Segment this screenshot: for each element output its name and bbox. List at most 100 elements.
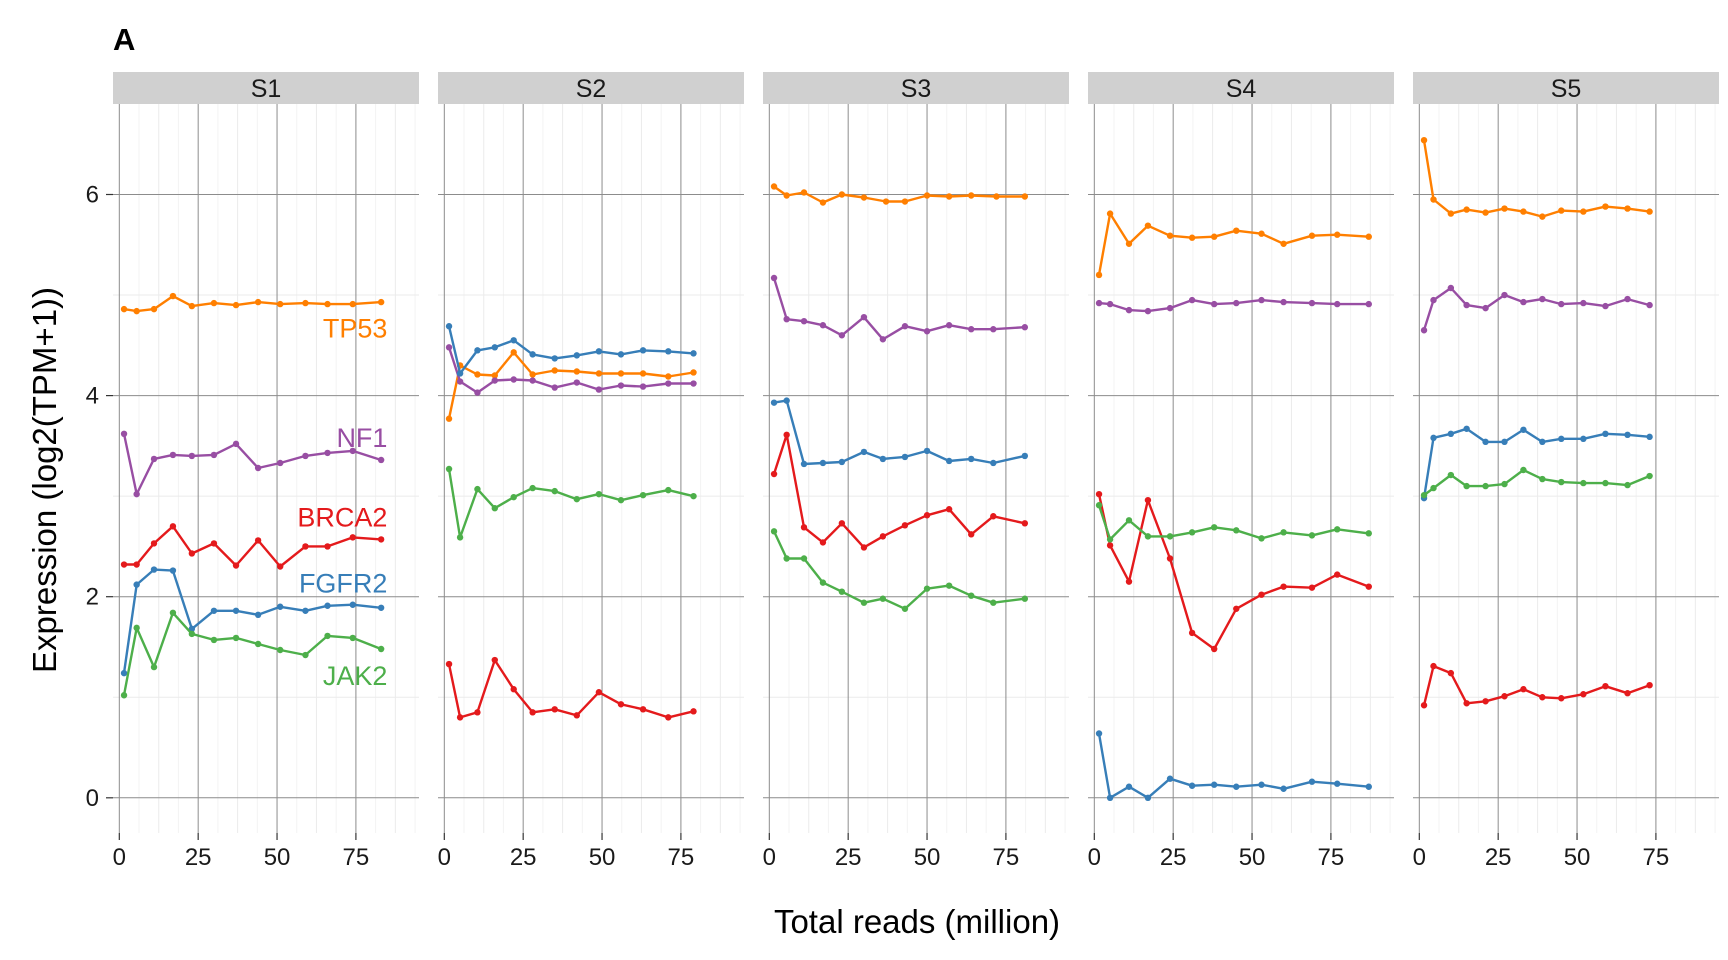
x-tick-label: 75 [993,844,1020,871]
data-point [1144,307,1152,315]
x-tick-label: 50 [1239,844,1266,871]
data-point [617,351,625,358]
series-tp53 [1095,210,1372,279]
data-point [1602,430,1609,438]
x-tick-label: 0 [113,844,126,871]
data-point [879,533,887,540]
data-point [1125,783,1133,790]
data-point [1539,694,1546,701]
data-point [945,322,953,329]
data-point [1125,517,1133,524]
data-point [573,712,581,719]
data-point [819,459,827,467]
data-point [254,611,262,619]
data-point [838,332,846,339]
data-point [1430,484,1437,492]
data-point [1646,301,1653,309]
data-point [254,298,262,306]
data-point [1021,324,1029,331]
data-point [302,607,309,614]
data-point [456,370,464,377]
series-label-tp53: TP53 [323,313,388,343]
data-point [690,492,697,500]
data-point [1280,298,1287,306]
data-point [1021,193,1029,200]
data-point [276,563,284,570]
x-tick-label: 50 [1564,844,1591,871]
data-point [456,714,464,721]
data-point [1558,207,1565,214]
data-point [1580,208,1587,215]
data-point [1501,480,1508,488]
data-point [595,370,603,377]
x-tick-label: 25 [185,844,212,871]
series-nf1 [1420,284,1653,334]
x-tick-label: 75 [343,844,370,871]
data-point [491,377,498,384]
series-tp53 [120,292,385,315]
data-point [1258,781,1265,788]
data-point [968,531,975,538]
series-tp53 [445,349,697,422]
data-point [1144,794,1152,802]
data-point [1095,299,1103,307]
data-point [690,708,697,715]
data-point [510,493,517,501]
data-point [529,709,536,716]
data-point [169,292,177,300]
data-point [595,386,603,393]
data-point [1365,583,1372,590]
data-point [1233,783,1240,790]
y-tick-label: 2 [86,584,99,611]
data-point [1558,478,1565,486]
data-point [445,344,453,351]
data-point [945,457,953,465]
data-point [1602,203,1609,210]
data-point [1463,301,1470,309]
data-point [1106,536,1114,543]
data-point [551,487,558,495]
series-label-jak2: JAK2 [323,661,388,691]
data-point [1365,530,1372,537]
facet-strip [1088,72,1394,104]
data-point [1258,535,1265,542]
data-point [120,692,128,699]
data-point [901,453,909,461]
data-point [1420,136,1428,144]
data-point [529,377,536,384]
data-point [860,194,868,201]
data-point [1520,208,1527,215]
data-point [445,415,453,422]
data-point [901,198,909,205]
data-point [474,371,481,378]
series-brca2 [1420,662,1653,709]
series-fgfr2 [1420,425,1653,502]
x-tick-label: 50 [589,844,616,871]
data-point [800,555,808,562]
data-point [1558,695,1565,702]
data-point [133,561,140,568]
series-line [124,525,382,568]
data-point [529,484,536,492]
series-line [772,277,1025,341]
series-line [1097,493,1370,651]
data-point [120,305,128,313]
data-point [232,607,240,614]
data-point [188,550,196,557]
data-point [1334,300,1341,308]
data-point [377,536,385,543]
data-point [990,326,997,333]
data-point [133,490,140,498]
data-point [1233,605,1240,612]
data-point [860,599,868,606]
data-point [169,523,177,530]
data-point [783,315,790,323]
data-point [990,459,997,467]
series-line [1422,664,1651,706]
data-point [990,513,997,520]
data-point [210,451,218,459]
data-point [879,595,887,602]
data-point [1602,479,1609,487]
data-point [232,301,240,309]
